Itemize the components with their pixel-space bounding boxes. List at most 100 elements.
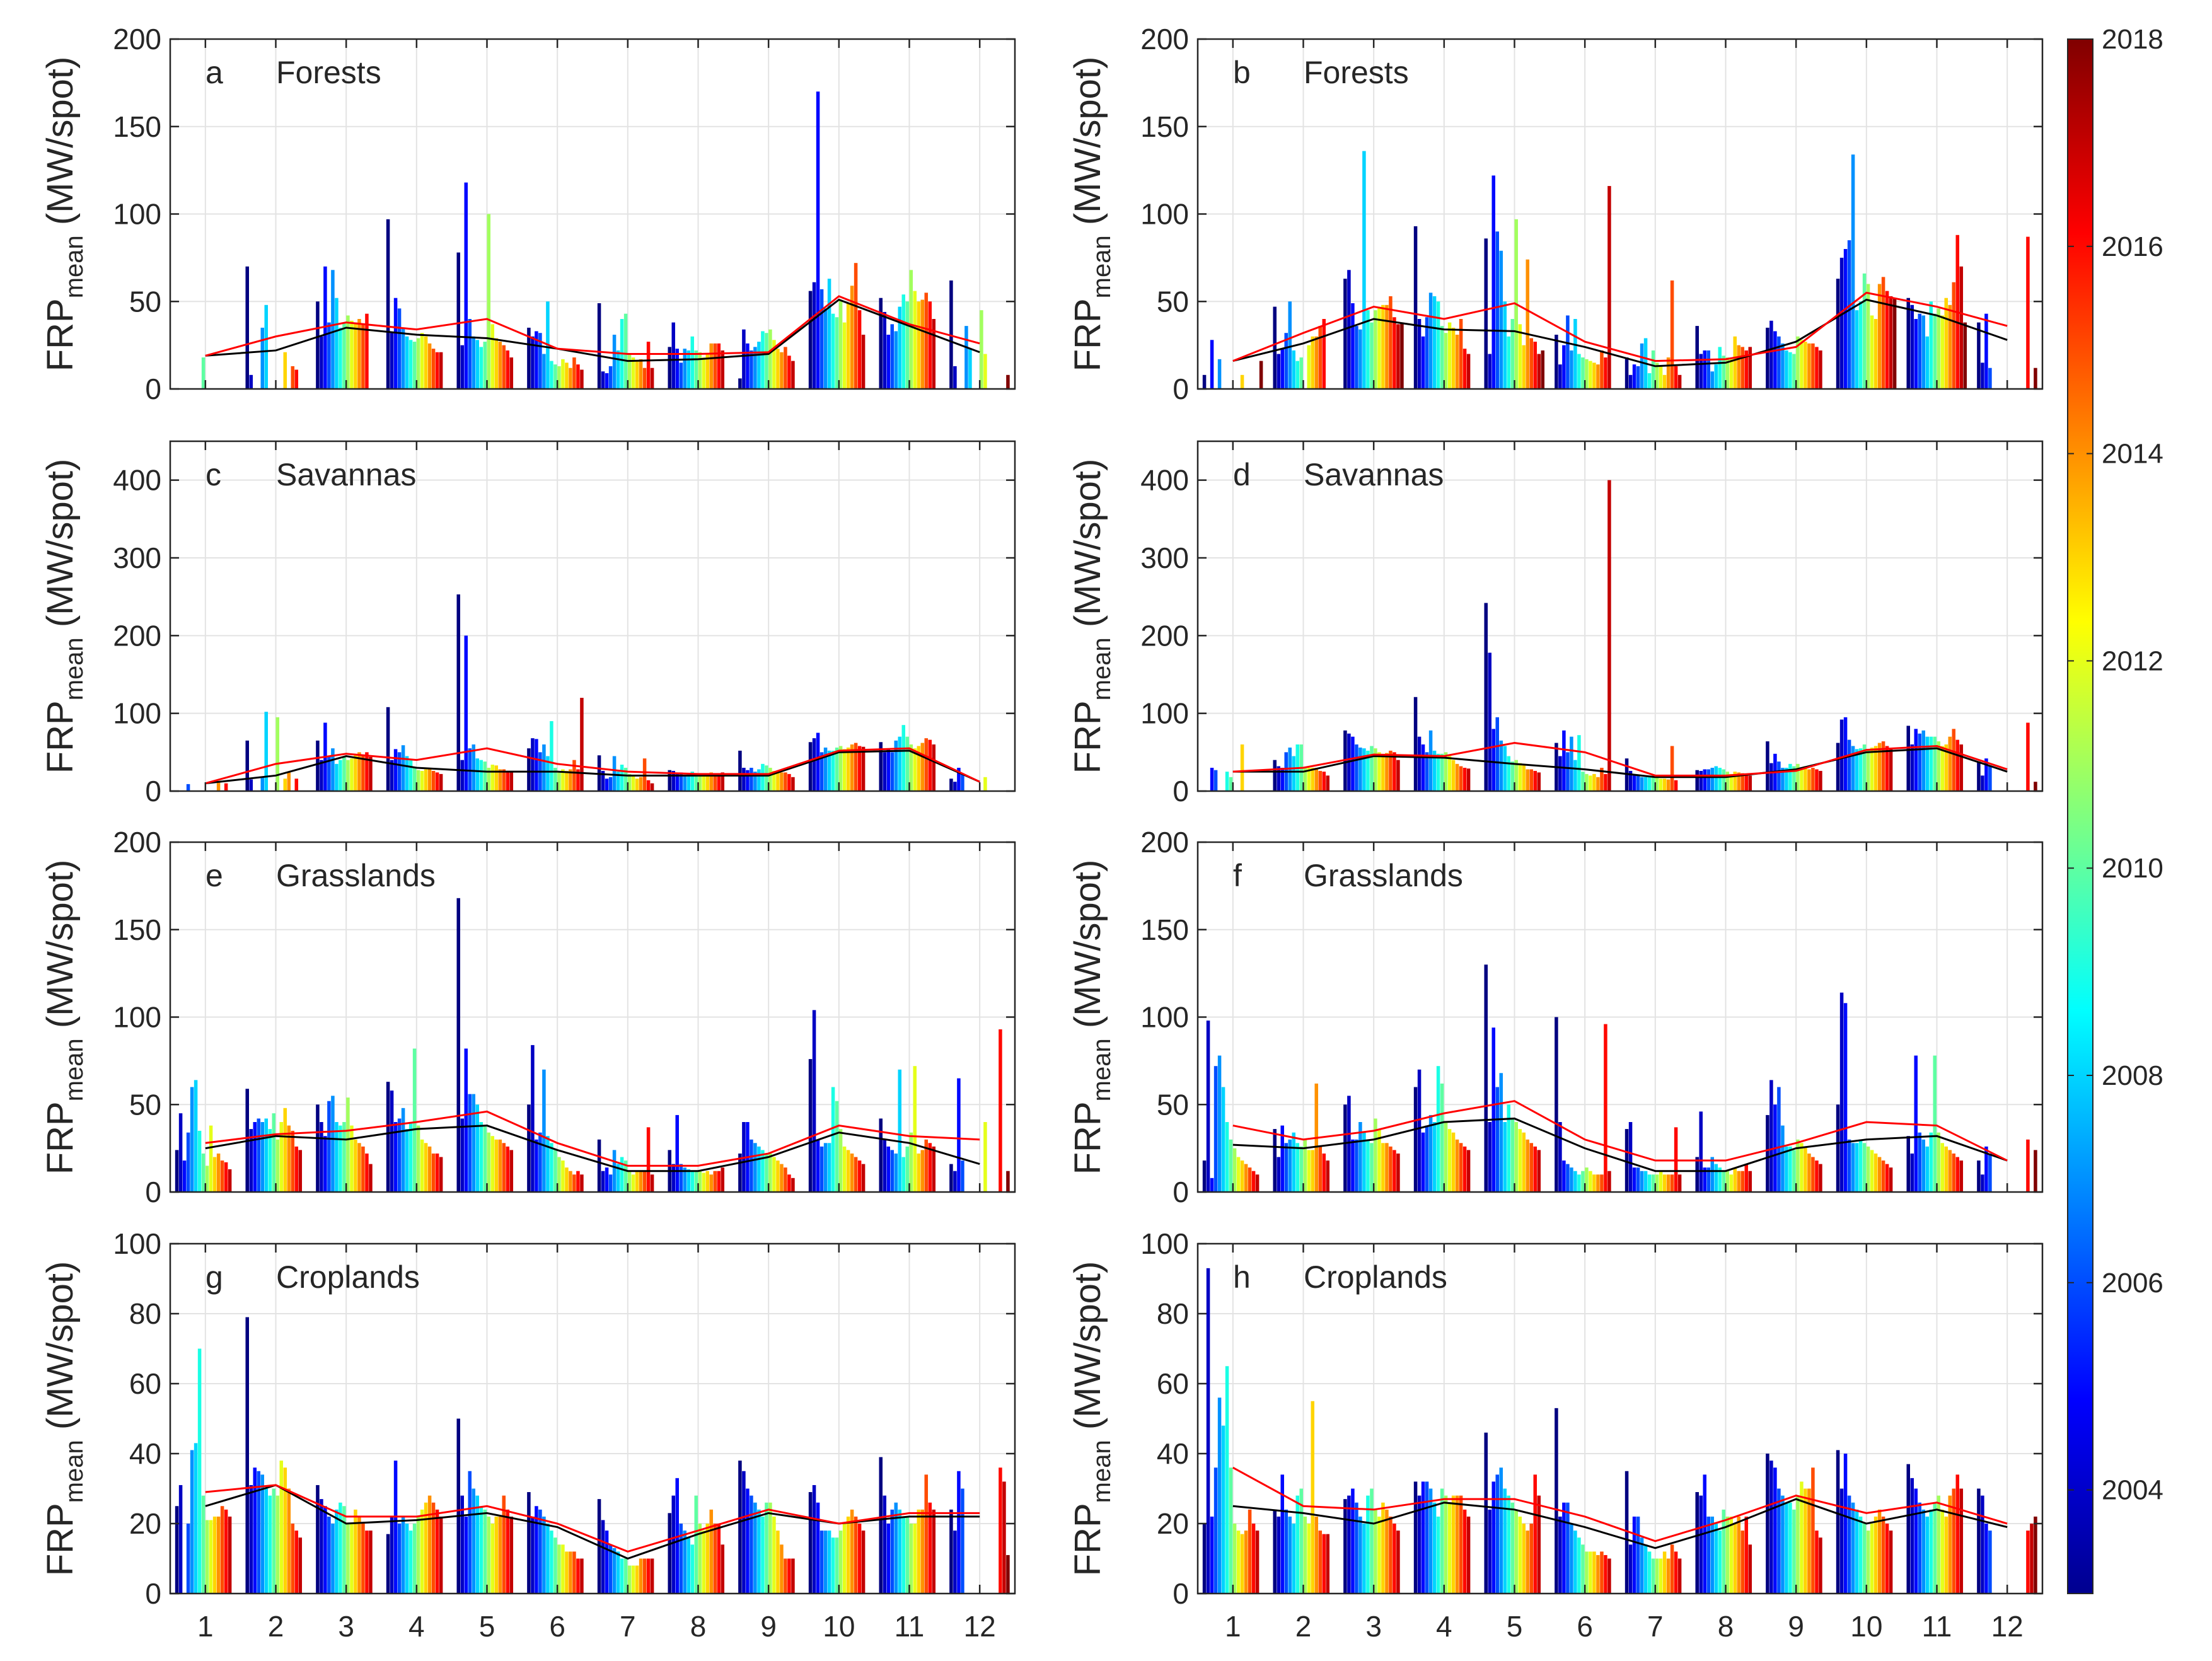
bar-m2-y2008 — [264, 304, 269, 389]
bar-m12-y2012 — [983, 777, 987, 791]
bar-m9-y2007 — [1781, 343, 1785, 389]
bar-m7-y2006 — [608, 777, 613, 791]
bar-m1-y2015 — [1248, 1167, 1252, 1192]
bar-m9-y2010 — [765, 333, 768, 389]
colorbar-gradient — [2067, 38, 2093, 1594]
bar-m11-y2009 — [1929, 1509, 1933, 1594]
bar-m10-y2015 — [854, 263, 858, 389]
bar-m9-y2017 — [791, 361, 795, 389]
bar-m4-y2013 — [1451, 760, 1456, 791]
bar-m4-y2012 — [1447, 1129, 1452, 1192]
bar-m10-y2017 — [1889, 1531, 1893, 1594]
bar-m6-y2011 — [1585, 359, 1589, 389]
bar-m5-y2012 — [1518, 324, 1522, 389]
bar-m9-y2006 — [1777, 1087, 1781, 1192]
panel-title: Croplands — [276, 1259, 420, 1295]
bar-m10-y2008 — [1855, 1509, 1859, 1594]
bar-m9-y2007 — [1781, 1495, 1785, 1594]
bar-m11-y2009 — [1929, 1132, 1933, 1192]
bar-m5-y2017 — [1537, 772, 1541, 791]
bar-m9-y2007 — [753, 1143, 757, 1192]
panel-title: Grasslands — [276, 858, 436, 893]
bar-m2-y2013 — [1311, 1401, 1315, 1594]
bar-m4-y2007 — [1428, 730, 1433, 791]
bar-m3-y2013 — [1381, 1502, 1385, 1594]
bar-m5-y2008 — [1503, 1488, 1507, 1594]
x-tick-label: 4 — [408, 1610, 425, 1643]
bar-m10-y2011 — [1866, 749, 1870, 791]
bar-m9-y2013 — [776, 1531, 780, 1594]
bar-m10-y2018 — [1892, 298, 1897, 389]
bar-m4-y2014 — [427, 768, 432, 791]
bar-m11-y2011 — [1937, 1132, 1941, 1192]
bar-m8-y2014 — [709, 343, 714, 389]
bar-m4-y2007 — [401, 1108, 405, 1192]
bar-m10-y2011 — [838, 1531, 843, 1594]
bar-m11-y2007 — [894, 331, 898, 389]
bar-m7-y2010 — [623, 1160, 628, 1192]
bar-m2-y2013 — [283, 778, 287, 791]
bar-m1-y2006 — [1213, 1467, 1218, 1594]
bar-m3-y2007 — [331, 748, 335, 791]
bar-m11-y2003 — [1906, 298, 1911, 389]
bar-m4-y2017 — [1466, 768, 1471, 791]
panel-letter: c — [206, 457, 221, 492]
bar-m3-y2009 — [339, 760, 342, 791]
bar-m7-y2009 — [620, 765, 624, 791]
bar-m5-y2009 — [479, 1506, 484, 1594]
bar-m6-y2017 — [1607, 1171, 1611, 1192]
bar-m5-y2012 — [490, 324, 495, 389]
bar-m5-y2007 — [472, 336, 476, 389]
bar-m10-y2006 — [819, 1146, 824, 1192]
bar-m11-y2011 — [909, 270, 913, 389]
x-tick-label: 10 — [1850, 1610, 1882, 1643]
bar-m6-y2014 — [569, 368, 572, 389]
bar-m3-y2007 — [1358, 1122, 1362, 1192]
bar-m6-y2004 — [531, 1045, 535, 1192]
bar-m9-y2008 — [1785, 1502, 1788, 1594]
bar-m9-y2009 — [1788, 763, 1792, 791]
bar-m7-y2012 — [1659, 778, 1663, 791]
bar-m4-y2012 — [420, 333, 424, 389]
bar-m3-y2014 — [357, 1516, 361, 1594]
bar-m10-y2014 — [1877, 1509, 1882, 1594]
bar-m5-y2013 — [494, 1139, 499, 1192]
bar-m9-y2008 — [757, 342, 761, 389]
bar-m9-y2004 — [1769, 763, 1773, 791]
bar-m8-y2013 — [705, 1171, 710, 1192]
bar-m11-y2004 — [883, 1495, 887, 1594]
bar-m10-y2003 — [1836, 1104, 1840, 1192]
bar-m10-y2009 — [1858, 1139, 1863, 1192]
bar-m6-y2015 — [572, 760, 576, 791]
bar-m8-y2003 — [1695, 1492, 1700, 1594]
bar-m8-y2009 — [1718, 1167, 1722, 1192]
bar-m5-y2006 — [1495, 1087, 1500, 1192]
bar-m10-y2010 — [1862, 1143, 1867, 1192]
bar-m7-y2004 — [601, 1171, 605, 1192]
bar-m4-y2008 — [405, 1129, 409, 1192]
bar-m5-y2010 — [483, 761, 487, 791]
bar-m7-y2009 — [620, 1558, 624, 1594]
bar-m2-y2012 — [1307, 345, 1311, 389]
bar-m5-y2006 — [468, 319, 472, 389]
bar-m12-y2003 — [949, 1509, 953, 1594]
bar-m4-y2014 — [1455, 1495, 1459, 1594]
bar-m10-y2005 — [1843, 249, 1848, 389]
bar-m5-y2006 — [468, 1471, 472, 1594]
bar-m11-y2004 — [1910, 1153, 1914, 1192]
bar-m9-y2015 — [784, 347, 787, 389]
bar-m5-y2014 — [1526, 259, 1530, 389]
bar-m10-y2004 — [1839, 1488, 1844, 1594]
bar-m4-y2010 — [1440, 1488, 1444, 1594]
bar-m6-y2013 — [1592, 362, 1596, 389]
bar-m11-y2011 — [909, 744, 913, 791]
bar-m6-y2006 — [538, 1132, 542, 1192]
bar-m1-y2003 — [175, 1506, 179, 1594]
bar-m9-y2003 — [1766, 741, 1769, 791]
bar-m8-y2012 — [702, 773, 706, 791]
bar-m3-y2007 — [331, 270, 335, 389]
bar-m5-y2003 — [1484, 964, 1488, 1192]
bar-m1-y2017 — [228, 1516, 232, 1594]
bar-m4-y2011 — [416, 1516, 420, 1594]
bar-m8-y2007 — [683, 1167, 687, 1192]
